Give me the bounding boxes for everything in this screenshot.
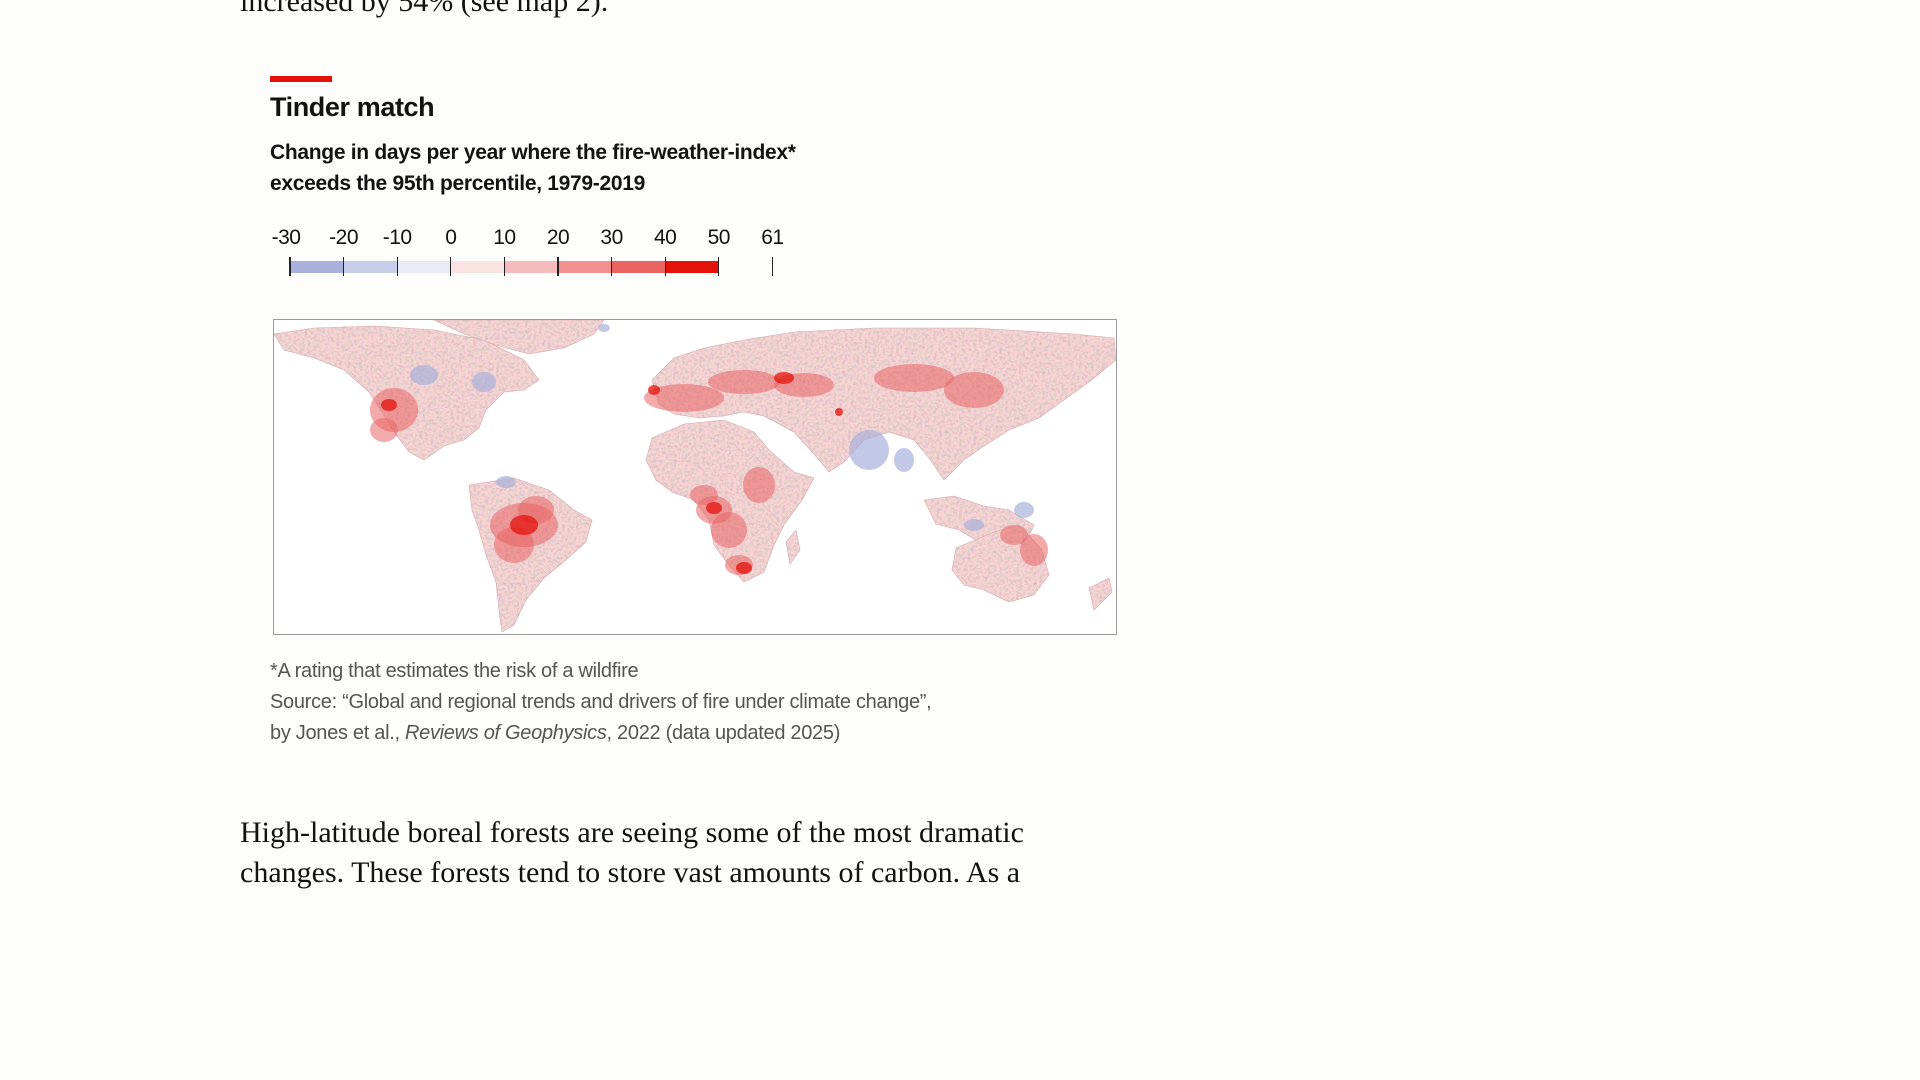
chart-notes: *A rating that estimates the risk of a w…	[270, 656, 932, 749]
legend-label: 30	[600, 226, 623, 249]
footnote: *A rating that estimates the risk of a w…	[270, 660, 639, 682]
legend-label: 20	[546, 226, 570, 249]
decrease-zone	[1014, 502, 1034, 518]
legend-swatch	[397, 261, 451, 273]
legend-tick	[718, 257, 720, 276]
legend-label: 40	[654, 226, 677, 249]
chart-title: Tinder match	[270, 92, 435, 122]
madagascar	[785, 529, 801, 565]
source-journal: Reviews of Geophysics	[404, 722, 607, 744]
article-paragraph-bottom: High-latitude boreal forests are seeing …	[240, 813, 1024, 893]
legend-tick	[450, 257, 452, 276]
legend-label: 0	[445, 226, 457, 249]
source-suffix: , 2022 (data updated 2025)	[606, 722, 841, 744]
color-legend: -30 -20 -10 0 10 20 30 40 50 61	[270, 224, 790, 280]
legend-tick	[289, 257, 291, 276]
strong-increase-hotspot	[706, 502, 722, 514]
world-map	[273, 319, 1117, 635]
article-paragraph-top: increased by 54% (see map 2).	[240, 0, 609, 18]
legend-label: 50	[707, 226, 731, 249]
legend-tick	[557, 257, 559, 276]
source-prefix: by Jones et al.,	[270, 722, 405, 744]
legend-swatch	[343, 261, 398, 273]
strong-increase-hotspot	[774, 372, 794, 384]
chart-subtitle-line-2: exceeds the 95th percentile, 1979-2019	[270, 172, 645, 195]
chart-header: Tinder match Change in days per year whe…	[270, 76, 1130, 199]
increase-hotspot	[874, 364, 954, 392]
decrease-zone	[496, 476, 516, 488]
strong-increase-hotspot	[835, 408, 843, 416]
chart-subtitle-line-1: Change in days per year where the fire-w…	[270, 141, 796, 164]
decrease-zone	[894, 448, 914, 472]
increase-hotspot	[494, 527, 534, 563]
decrease-zone	[964, 519, 984, 531]
legend-tick	[503, 257, 506, 276]
strong-increase-hotspot	[736, 562, 752, 574]
increase-hotspot	[1000, 525, 1028, 545]
accent-bar	[270, 76, 332, 82]
article-line-1: High-latitude boreal forests are seeing …	[240, 816, 1024, 849]
source-line-1: Source: “Global and regional trends and …	[270, 691, 932, 713]
legend-tick	[771, 257, 774, 276]
increase-hotspot	[743, 467, 775, 503]
strong-increase-hotspot	[510, 515, 538, 535]
legend-label: 10	[493, 226, 516, 249]
strong-increase-hotspot	[381, 399, 397, 411]
decrease-zone	[472, 372, 496, 392]
legend-tick	[610, 257, 613, 276]
decrease-zone	[598, 324, 610, 332]
eurasia-landmass	[651, 327, 1116, 481]
legend-label: -30	[271, 226, 301, 249]
legend-label: -20	[329, 226, 359, 249]
article-line-2: changes. These forests tend to store vas…	[240, 856, 1021, 889]
legend-swatch	[558, 261, 612, 273]
greenland-arctic-landmass	[433, 320, 605, 355]
increase-hotspot	[708, 370, 780, 394]
increase-hotspot	[944, 372, 1004, 408]
legend-swatch	[290, 261, 344, 273]
africa-landmass	[645, 419, 815, 583]
increase-hotspot	[644, 384, 724, 412]
strong-increase-hotspot	[648, 385, 660, 395]
decrease-zone	[410, 365, 438, 385]
legend-tick	[342, 257, 345, 276]
source-line-2: by Jones et al., Reviews of Geophysics, …	[270, 718, 931, 749]
legend-swatch	[665, 261, 719, 273]
legend-tick	[396, 257, 398, 276]
decrease-zone	[849, 430, 889, 470]
legend-label: 61	[761, 226, 784, 249]
increase-hotspot	[370, 418, 398, 442]
legend-tick	[664, 257, 666, 276]
legend-swatch	[504, 261, 558, 273]
legend-label: -10	[382, 226, 412, 249]
legend-swatch	[450, 261, 505, 273]
chart-subtitle: Change in days per year where the fire-w…	[270, 137, 870, 199]
new-zealand	[1088, 577, 1113, 611]
legend-swatch	[611, 261, 666, 273]
world-map-svg	[274, 320, 1116, 633]
increase-hotspot	[1020, 534, 1048, 566]
